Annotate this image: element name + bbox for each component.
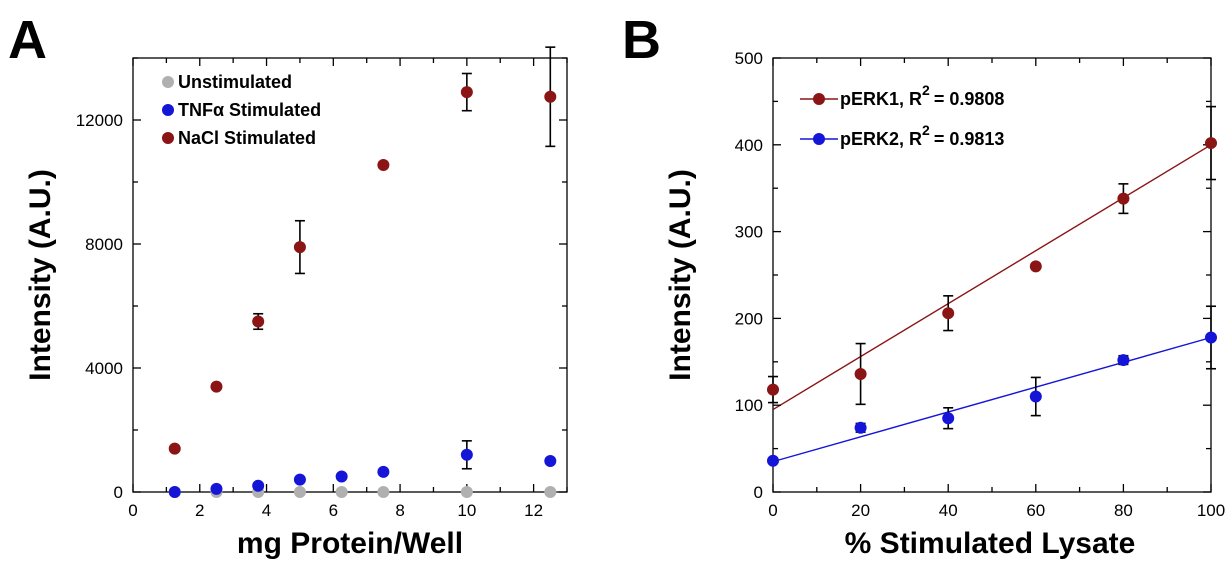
panel-a-point-series-2 bbox=[252, 315, 265, 328]
panel-b-points bbox=[767, 137, 1217, 467]
panel-b-y-tick-label: 500 bbox=[735, 49, 763, 68]
panel-b-y-tick-label: 300 bbox=[735, 223, 763, 242]
panel-b-point-series-0 bbox=[1205, 137, 1217, 150]
panel-b-point-series-1 bbox=[1205, 331, 1217, 344]
panel-b-point-series-1 bbox=[767, 454, 779, 467]
panel-b-y-tick-label: 100 bbox=[735, 396, 763, 415]
panel-a-y-axis-title: Intensity (A.U.) bbox=[24, 169, 57, 381]
panel-b-legend-marker bbox=[813, 133, 825, 145]
panel-a-legend-label: NaCl Stimulated bbox=[178, 128, 316, 148]
panel-b-x-axis-title: % Stimulated Lysate bbox=[845, 527, 1136, 560]
panel-a-point-series-2 bbox=[168, 442, 181, 455]
panel-a-point-series-1 bbox=[252, 479, 265, 492]
panel-b-y-tick-label: 0 bbox=[754, 483, 763, 502]
panel-b-legend-superscript: 2 bbox=[922, 122, 930, 138]
panel-b-legend-r2: = 0.9813 bbox=[934, 129, 1005, 149]
panel-a-legend-label: Unstimulated bbox=[178, 72, 292, 92]
panel-a: A 0 2 4 6 8 10 12 0 4000 8000 12000 Unstimulated TN… bbox=[8, 10, 568, 560]
panel-b-x-tick-label: 0 bbox=[768, 501, 777, 520]
panel-b-point-series-1 bbox=[1029, 390, 1042, 403]
panel-a-plot-frame bbox=[132, 57, 568, 493]
panel-b-point-series-1 bbox=[942, 412, 955, 425]
panel-b-legend-name: pERK1, R bbox=[840, 89, 922, 109]
panel-a-point-series-0 bbox=[293, 486, 306, 498]
panel-a-x-tick-label: 0 bbox=[128, 501, 137, 520]
panel-b-ticks: 0 20 40 60 80 100 0 100 200 300 400 500 bbox=[735, 49, 1226, 520]
panel-b-point-series-1 bbox=[854, 421, 867, 434]
panel-b-legend-label: pERK1, R2 = 0.9808 bbox=[840, 82, 1004, 109]
panel-b-y-tick-label: 400 bbox=[735, 136, 763, 155]
panel-b-fit-line-1 bbox=[772, 336, 1212, 463]
panel-b-error-bars bbox=[768, 105, 1216, 433]
panel-a-x-axis-title: mg Protein/Well bbox=[237, 527, 463, 560]
panel-a-legend-marker bbox=[162, 104, 174, 116]
panel-a-x-tick-label: 6 bbox=[329, 501, 338, 520]
panel-a-legend-label: TNFα Stimulated bbox=[178, 100, 321, 120]
panel-a-x-tick-label: 10 bbox=[457, 501, 476, 520]
panel-a-point-series-1 bbox=[460, 448, 473, 461]
panel-a-point-series-0 bbox=[335, 486, 348, 498]
panel-a-y-tick-label: 12000 bbox=[76, 111, 123, 130]
panel-b-legend-r2: = 0.9808 bbox=[934, 89, 1005, 109]
panel-a-x-tick-label: 8 bbox=[395, 501, 404, 520]
panel-b-legend-label: pERK2, R2 = 0.9813 bbox=[840, 122, 1004, 149]
panel-a-y-tick-label: 4000 bbox=[85, 359, 123, 378]
panel-b-point-series-0 bbox=[854, 367, 867, 380]
panel-b-x-tick-label: 60 bbox=[1026, 501, 1045, 520]
panel-a-point-series-2 bbox=[460, 86, 473, 99]
panel-a-point-series-2 bbox=[293, 241, 306, 254]
panel-a-points bbox=[168, 86, 557, 498]
panel-a-point-series-0 bbox=[544, 486, 557, 498]
panel-a-point-series-2 bbox=[210, 380, 223, 393]
panel-b-point-series-0 bbox=[1117, 192, 1130, 205]
panel-a-point-series-1 bbox=[544, 455, 557, 467]
panel-b-x-tick-label: 40 bbox=[939, 501, 958, 520]
panel-b-legend-superscript: 2 bbox=[922, 82, 930, 98]
panel-a-legend: Unstimulated TNFα Stimulated NaCl Stimulat… bbox=[162, 72, 321, 148]
panel-a-y-tick-label: 8000 bbox=[85, 235, 123, 254]
panel-a-legend-marker bbox=[162, 132, 174, 144]
panel-a-point-series-1 bbox=[335, 470, 348, 483]
panel-b-fit-line-0 bbox=[772, 144, 1212, 411]
panel-b-y-axis-title: Intensity (A.U.) bbox=[664, 169, 697, 381]
panel-a-label: A bbox=[8, 10, 47, 70]
panel-a-point-series-1 bbox=[210, 482, 223, 495]
panel-b-legend-marker bbox=[813, 93, 825, 105]
panel-b-point-series-1 bbox=[1117, 354, 1130, 367]
panel-a-x-tick-label: 2 bbox=[195, 501, 204, 520]
panel-b-plot-frame bbox=[772, 57, 1212, 493]
panel-a-point-series-2 bbox=[377, 158, 390, 171]
panel-a-point-series-0 bbox=[460, 486, 473, 498]
panel-b-fit-lines bbox=[772, 144, 1212, 463]
panel-b-y-tick-label: 200 bbox=[735, 309, 763, 328]
panel-b-legend-name: pERK2, R bbox=[840, 129, 922, 149]
panel-a-y-tick-label: 0 bbox=[114, 483, 123, 502]
panel-a-ticks: 0 2 4 6 8 10 12 0 4000 8000 12000 bbox=[76, 57, 568, 520]
panel-a-point-series-1 bbox=[293, 473, 306, 486]
panel-b-point-series-0 bbox=[942, 307, 955, 320]
panel-a-point-series-0 bbox=[377, 486, 390, 498]
panel-b-x-tick-label: 100 bbox=[1197, 501, 1225, 520]
panel-b-label: B bbox=[622, 10, 661, 70]
panel-a-point-series-1 bbox=[377, 465, 390, 478]
panel-a-x-tick-label: 4 bbox=[262, 501, 271, 520]
panel-a-point-series-1 bbox=[168, 486, 181, 498]
panel-a-x-tick-label: 12 bbox=[524, 501, 543, 520]
panel-a-legend-marker bbox=[162, 76, 174, 88]
panel-b-x-tick-label: 20 bbox=[851, 501, 870, 520]
panel-a-point-series-2 bbox=[544, 90, 557, 103]
panel-b-point-series-0 bbox=[1029, 260, 1042, 273]
panel-b-point-series-0 bbox=[767, 383, 779, 396]
panel-b: B 0 20 40 60 80 100 0 100 200 300 400 500 pERK1, R2… bbox=[622, 10, 1225, 560]
panel-b-x-tick-label: 80 bbox=[1114, 501, 1133, 520]
